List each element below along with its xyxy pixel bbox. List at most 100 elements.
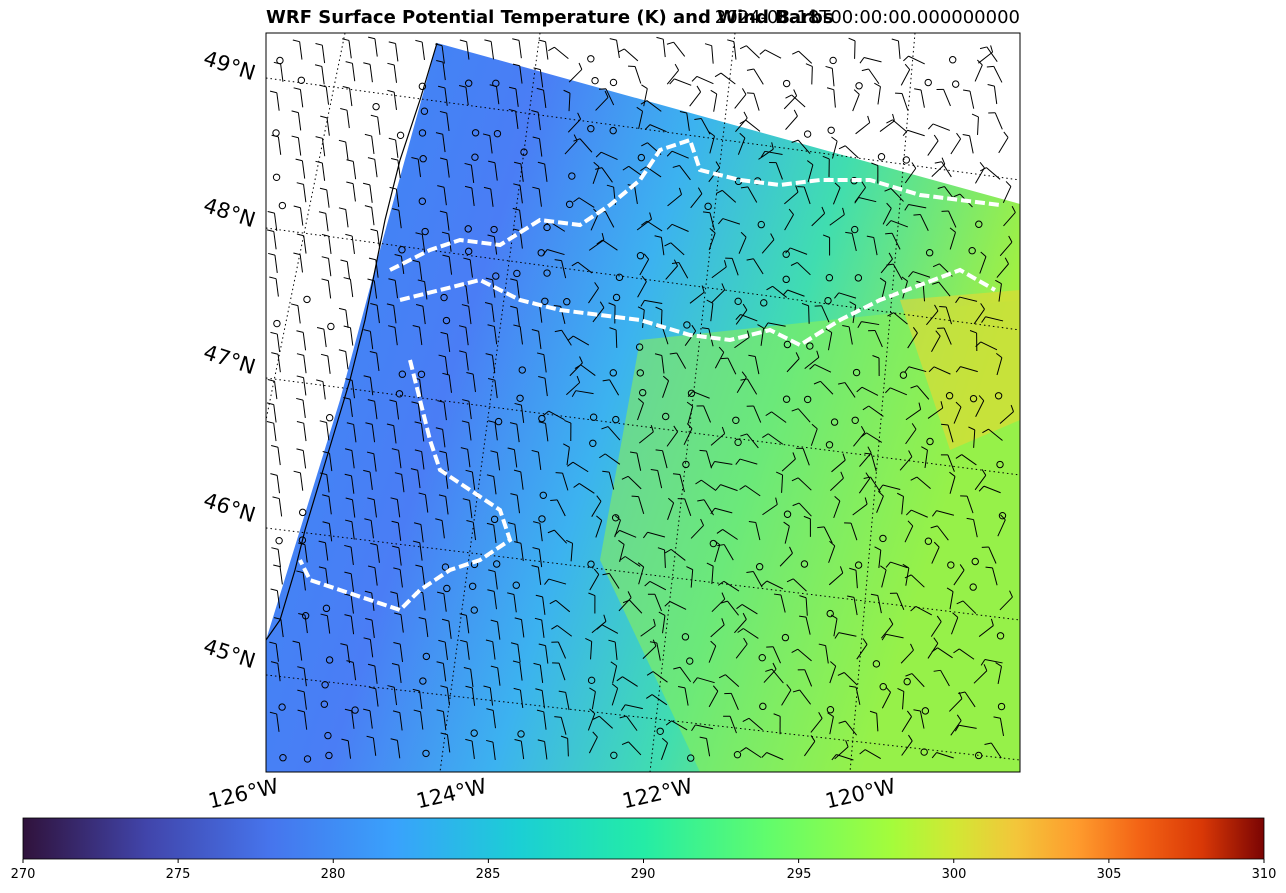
wind-barb-flag (460, 447, 468, 450)
wind-barb (710, 433, 725, 446)
wind-barb-flag (320, 115, 328, 119)
wind-barb (853, 432, 866, 447)
wind-barb (683, 428, 693, 446)
wind-barb-flag (854, 197, 860, 204)
hot-spot (900, 290, 1020, 450)
wind-barb (273, 231, 277, 250)
wind-barb-flag (834, 632, 840, 639)
wind-barb (853, 597, 858, 616)
wind-barb (351, 521, 355, 540)
wind-barb-flag (413, 709, 421, 713)
wind-barb-flag (364, 133, 372, 137)
wind-barb (994, 112, 1003, 130)
calm-barb (758, 653, 766, 662)
calm-barb (299, 508, 307, 517)
wind-barb-flag (544, 578, 550, 585)
calm-barb (563, 298, 571, 306)
calm-barb (855, 82, 863, 90)
wind-barb-flag (507, 592, 515, 595)
wind-barb-flag (717, 580, 725, 586)
wind-barb-flag (640, 300, 645, 307)
wind-barb (660, 237, 665, 256)
wind-barb (471, 740, 475, 759)
calm-barb (468, 582, 477, 590)
wind-barb-flag (955, 401, 962, 408)
calm-barb (687, 754, 695, 762)
wind-barb (302, 400, 306, 419)
wind-barb (843, 672, 858, 686)
wind-barb (920, 89, 925, 108)
wind-barb-flag (933, 134, 939, 142)
calm-barb (419, 155, 427, 163)
wind-barb-flag (412, 540, 420, 544)
wind-barb-flag (321, 233, 329, 237)
wind-barb-flag (322, 494, 330, 497)
wind-barb (419, 379, 423, 398)
wind-barb (545, 423, 549, 442)
wind-barb (349, 327, 354, 346)
calm-barb (734, 438, 742, 447)
wind-barb-flag (792, 502, 800, 507)
wind-barb-flag (488, 160, 496, 164)
wind-barb-flag (763, 322, 769, 330)
wind-barb (542, 596, 546, 615)
wind-barb-flag (533, 662, 541, 666)
wind-barb (592, 166, 600, 184)
wind-barb (708, 645, 717, 663)
wind-barb-flag (727, 39, 735, 43)
wind-barb (796, 262, 811, 276)
wind-barb-flag (602, 470, 610, 473)
wind-barb (326, 422, 330, 441)
wind-barb (662, 450, 668, 469)
wind-barb (873, 237, 878, 256)
wind-barb (807, 164, 814, 183)
wind-barb (539, 664, 544, 683)
wind-barb (943, 327, 952, 345)
wind-barb-flag (834, 495, 841, 502)
wind-barb (916, 476, 931, 490)
wind-barb-flag (746, 68, 754, 71)
wind-barb-flag (439, 210, 447, 214)
wind-barb (697, 677, 715, 684)
wind-barb-flag (791, 139, 799, 143)
wind-barb-flag (507, 522, 515, 525)
wind-barb (443, 593, 447, 612)
wind-barb-flag (980, 659, 986, 666)
wind-barb-flag (566, 539, 573, 544)
wind-barb-flag (710, 507, 716, 515)
wind-barb (554, 529, 568, 544)
wind-barb-flag (952, 612, 959, 618)
wind-barb (805, 597, 808, 616)
wind-barb-flag (931, 647, 938, 653)
wind-barb-flag (560, 735, 568, 739)
wind-barb-flag (861, 181, 866, 188)
wind-barb (420, 524, 424, 543)
wind-barb-flag (410, 468, 418, 471)
wind-barb (709, 135, 715, 154)
wind-barb (345, 351, 349, 370)
wind-barb-flag (316, 327, 324, 330)
wind-barb (448, 374, 452, 393)
wind-barb (766, 580, 784, 590)
wind-barb-flag (782, 289, 788, 296)
wind-barb-flag (438, 85, 446, 89)
wind-barb (748, 717, 763, 731)
wind-barb-flag (320, 613, 328, 617)
wind-barb-flag (773, 593, 782, 596)
wind-barb-flag (484, 302, 492, 305)
wind-barb (741, 604, 758, 615)
calm-barb (709, 539, 718, 548)
wind-barb (280, 63, 284, 82)
wind-barb-flag (655, 449, 663, 452)
wind-barb-flag (980, 303, 985, 310)
wind-barb (370, 520, 374, 539)
wind-barb (539, 523, 543, 542)
wind-barb (299, 472, 304, 491)
wind-barb-flag (340, 643, 348, 646)
calm-barb (854, 561, 863, 569)
wind-barb-flag (293, 252, 301, 256)
wind-barb-flag (271, 352, 279, 355)
wind-barb-flag (411, 156, 419, 160)
wind-barb-flag (931, 510, 937, 517)
wind-barb-flag (1010, 404, 1014, 412)
